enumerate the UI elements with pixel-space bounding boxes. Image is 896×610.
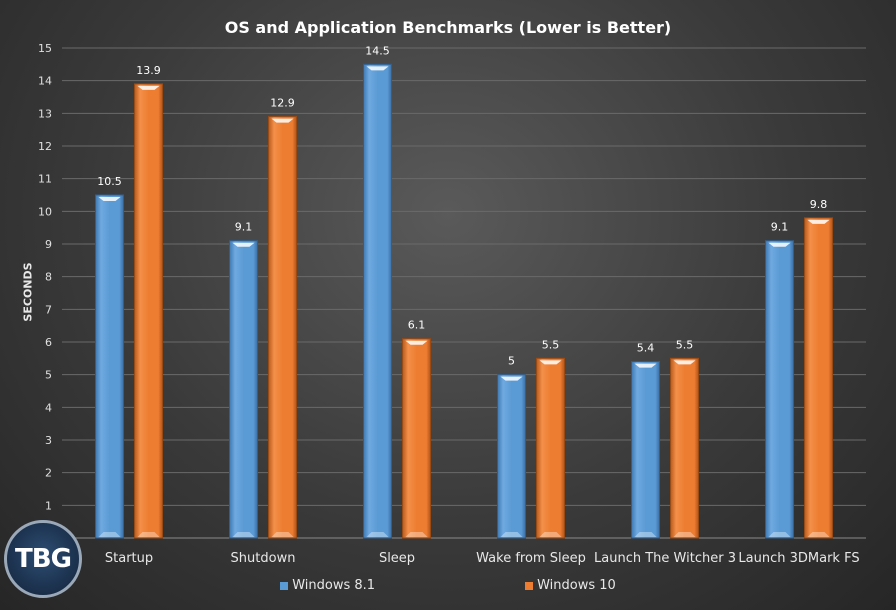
bar-highlight <box>768 242 791 247</box>
bar-base-highlight <box>137 532 160 537</box>
data-label: 14.5 <box>365 44 390 57</box>
bar-highlight <box>232 242 255 247</box>
y-tick-label: 2 <box>45 467 52 480</box>
y-tick-label: 7 <box>45 303 52 316</box>
bar <box>536 357 565 539</box>
data-label: 9.1 <box>771 221 789 234</box>
bar-base-highlight <box>807 532 830 537</box>
data-label: 5 <box>508 355 515 368</box>
legend-item-series-2: Windows 10 <box>525 578 616 593</box>
bar <box>631 361 660 539</box>
bar-highlight <box>673 360 696 365</box>
y-tick-label: 12 <box>38 140 52 153</box>
bar-base-highlight <box>405 532 428 537</box>
y-tick-label: 9 <box>45 238 52 251</box>
legend-swatch-series-2 <box>525 581 534 590</box>
y-tick-label: 6 <box>45 336 52 349</box>
legend-label-series-2: Windows 10 <box>537 578 616 593</box>
data-label: 12.9 <box>270 97 295 110</box>
x-tick-label: Shutdown <box>231 551 296 566</box>
bar-base-highlight <box>634 532 657 537</box>
bar <box>134 83 163 539</box>
bar <box>670 357 699 539</box>
y-tick-label: 1 <box>45 499 52 512</box>
data-label: 9.8 <box>810 198 828 211</box>
x-tick-label: Sleep <box>379 551 415 566</box>
bar-highlight <box>137 85 160 90</box>
x-tick-label: Startup <box>105 551 153 566</box>
tbg-logo: TBG <box>4 520 82 598</box>
bar <box>95 194 124 539</box>
data-label: 5.5 <box>676 338 694 351</box>
bar-highlight <box>634 363 657 368</box>
x-tick-label: Wake from Sleep <box>476 551 586 566</box>
y-tick-label: 14 <box>38 75 52 88</box>
bar-base-highlight <box>232 532 255 537</box>
data-label: 5.5 <box>542 338 560 351</box>
bar-highlight <box>500 376 523 381</box>
legend: Windows 8.1 Windows 10 <box>0 578 896 593</box>
bar-highlight <box>98 197 121 201</box>
bar-base-highlight <box>271 532 294 537</box>
data-label: 10.5 <box>97 175 122 188</box>
y-tick-label: 5 <box>45 369 52 382</box>
data-label: 6.1 <box>408 319 426 332</box>
data-label: 9.1 <box>235 221 253 234</box>
y-tick-label: 15 <box>38 42 52 55</box>
bar-highlight <box>539 360 562 365</box>
bar-highlight <box>366 66 389 71</box>
bar <box>497 374 526 539</box>
bar-highlight <box>405 340 428 345</box>
bar-base-highlight <box>500 532 523 537</box>
x-tick-label: Launch 3DMark FS <box>738 551 859 566</box>
x-tick-label: Launch The Witcher 3 <box>594 551 736 566</box>
bar-base-highlight <box>366 532 389 537</box>
legend-item-series-1: Windows 8.1 <box>280 578 375 593</box>
y-tick-label: 4 <box>45 401 52 414</box>
bar <box>402 338 431 539</box>
logo-text: TBG <box>15 544 72 574</box>
bar <box>363 63 392 539</box>
chart-title: OS and Application Benchmarks (Lower is … <box>224 18 672 37</box>
bar-base-highlight <box>768 532 791 537</box>
bar-base-highlight <box>673 532 696 537</box>
y-tick-label: 10 <box>38 205 52 218</box>
bar <box>268 116 297 539</box>
bar <box>765 240 794 539</box>
bar-base-highlight <box>98 532 121 537</box>
legend-swatch-series-1 <box>280 581 289 590</box>
y-tick-label: 11 <box>38 173 52 186</box>
legend-label-series-1: Windows 8.1 <box>292 578 376 593</box>
data-label: 13.9 <box>136 64 161 77</box>
bar <box>229 240 258 539</box>
bar <box>804 217 833 539</box>
y-tick-label: 8 <box>45 271 52 284</box>
bar-base-highlight <box>539 532 562 537</box>
bar-highlight <box>807 219 830 224</box>
data-label: 5.4 <box>637 342 655 355</box>
bar-highlight <box>271 118 294 123</box>
y-tick-label: 3 <box>45 434 52 447</box>
y-tick-label: 13 <box>38 107 52 120</box>
